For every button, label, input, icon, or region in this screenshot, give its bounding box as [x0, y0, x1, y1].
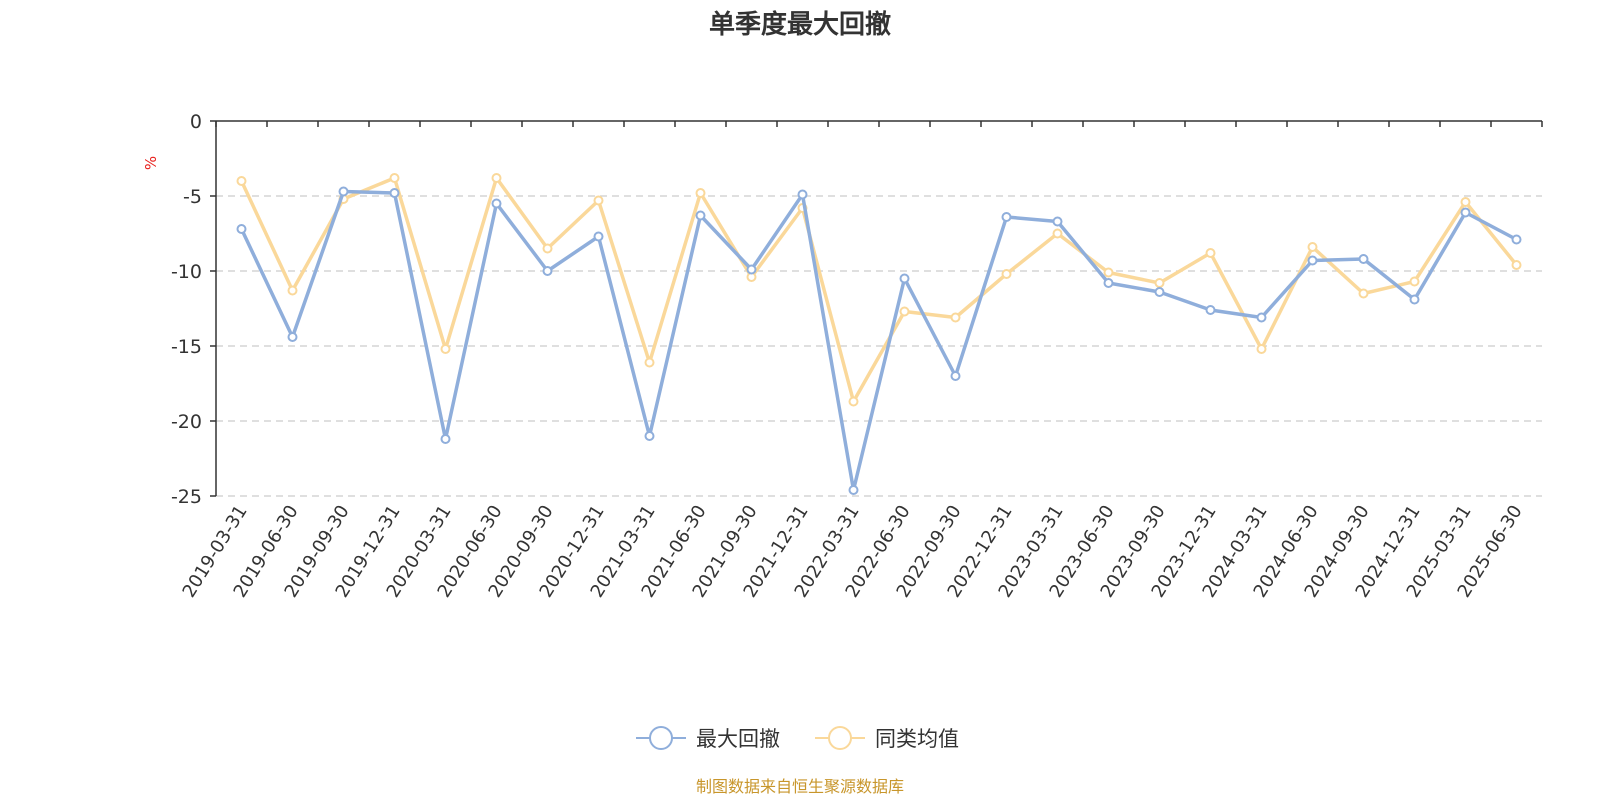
data-point	[1256, 312, 1267, 323]
data-point	[1154, 278, 1165, 288]
data-point	[848, 485, 859, 495]
data-point	[950, 312, 961, 323]
y-tick-label: -5	[183, 186, 202, 208]
data-point	[542, 243, 553, 254]
y-tick-label: -20	[171, 411, 202, 433]
data-point	[644, 431, 655, 441]
data-point	[1052, 216, 1063, 227]
legend-circle-icon	[828, 726, 852, 750]
data-point	[593, 231, 604, 242]
y-tick-label: -25	[171, 486, 202, 508]
series-group	[236, 186, 1522, 495]
series-group	[236, 173, 1522, 407]
data-point	[1103, 267, 1114, 278]
data-point	[1409, 276, 1420, 287]
data-point	[1409, 294, 1420, 305]
y-axis-unit-label: %	[142, 156, 160, 170]
data-point	[1460, 207, 1471, 218]
data-point	[1001, 212, 1012, 222]
data-point	[338, 186, 349, 197]
data-point	[287, 285, 298, 296]
data-point	[1001, 269, 1012, 279]
data-point	[1511, 234, 1522, 245]
legend-label: 最大回撤	[696, 727, 780, 751]
chart-title: 单季度最大回撤	[709, 9, 891, 40]
data-point	[1307, 255, 1318, 266]
data-point	[491, 198, 502, 209]
data-point	[236, 176, 247, 186]
data-point	[1256, 344, 1267, 354]
data-point	[746, 264, 757, 275]
legend-circle-icon	[649, 726, 673, 750]
data-point	[644, 357, 655, 368]
legend-item[interactable]: 同类均值	[815, 726, 959, 751]
data-point	[695, 210, 706, 221]
data-point	[389, 188, 400, 198]
data-point	[593, 195, 604, 206]
y-tick-label: -15	[171, 336, 202, 358]
data-point	[1358, 254, 1369, 264]
legend[interactable]: 最大回撤 同类均值	[636, 726, 959, 751]
legend-item[interactable]: 最大回撤	[636, 726, 780, 751]
data-point	[287, 332, 298, 342]
data-point	[950, 371, 961, 381]
data-point	[1154, 287, 1165, 297]
data-point	[1205, 305, 1216, 315]
data-point	[797, 189, 808, 200]
data-point	[848, 396, 859, 407]
data-point	[542, 266, 553, 276]
data-point	[440, 434, 451, 444]
grid-lines	[216, 195, 1542, 497]
data-point	[1358, 288, 1369, 299]
data-point	[1103, 278, 1114, 288]
series-line	[239, 176, 1518, 404]
data-point	[899, 306, 910, 317]
data-point	[236, 224, 247, 234]
data-point	[1052, 228, 1063, 239]
series-lines	[236, 173, 1522, 495]
data-point	[899, 273, 910, 284]
data-point	[491, 173, 502, 183]
data-point	[1460, 197, 1471, 207]
y-tick-label: 0	[190, 111, 202, 133]
data-point	[1205, 248, 1216, 258]
data-point	[695, 188, 706, 198]
data-point	[1307, 242, 1318, 252]
data-point	[389, 173, 400, 183]
series-line	[239, 189, 1518, 492]
data-point	[1511, 260, 1522, 270]
y-tick-label: -10	[171, 261, 202, 283]
data-point	[440, 344, 451, 354]
legend-label: 同类均值	[875, 727, 959, 751]
data-source-note: 制图数据来自恒生聚源数据库	[696, 777, 904, 796]
